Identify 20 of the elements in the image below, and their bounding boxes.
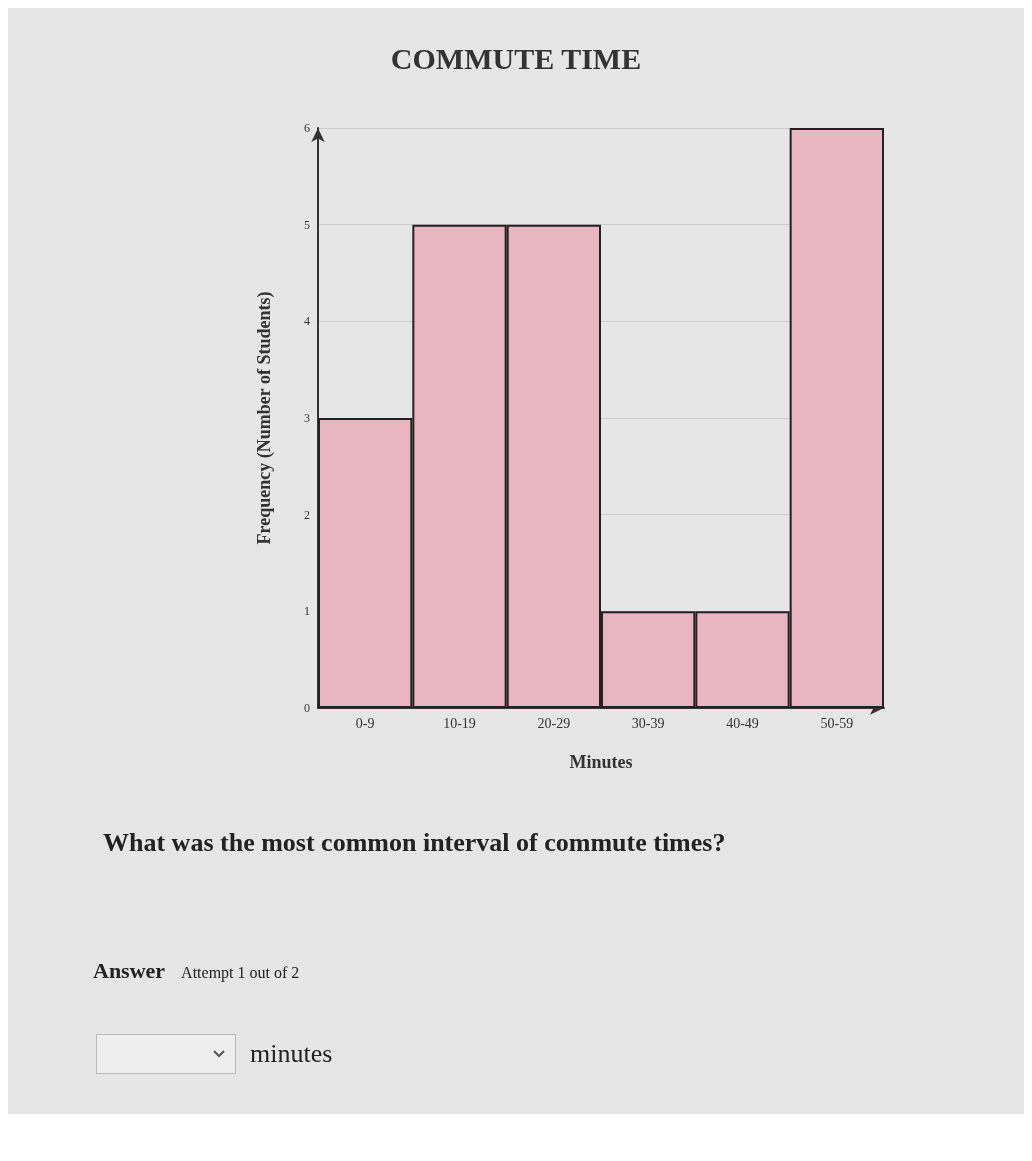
- y-tick-label: 5: [304, 217, 310, 232]
- x-axis-title: Minutes: [569, 752, 633, 772]
- y-tick-label: 3: [304, 411, 310, 425]
- chart-title: COMMUTE TIME: [390, 41, 642, 75]
- x-tick-label: 40-49: [726, 715, 759, 731]
- y-tick-label: 2: [304, 507, 310, 522]
- y-tick-label: 4: [304, 314, 310, 329]
- x-tick-label: 30-39: [631, 715, 665, 731]
- x-tick-label: 0-9: [355, 715, 375, 731]
- text: minutes: [250, 1039, 333, 1069]
- y-tick-label: 6: [304, 121, 310, 135]
- y-tick-label: 0: [304, 701, 310, 715]
- text: What was the most common interval of commute times?: [102, 827, 727, 858]
- x-tick-label: 20-29: [537, 715, 571, 731]
- y-tick-label: 1: [304, 604, 310, 619]
- text: Answer: [93, 958, 166, 984]
- y-axis-title: Frequency (Number of Students): [254, 291, 275, 545]
- x-tick-label: 10-19: [443, 715, 476, 731]
- x-tick-label: 50-59: [820, 715, 854, 731]
- text: Attempt 1 out of 2: [181, 964, 300, 982]
